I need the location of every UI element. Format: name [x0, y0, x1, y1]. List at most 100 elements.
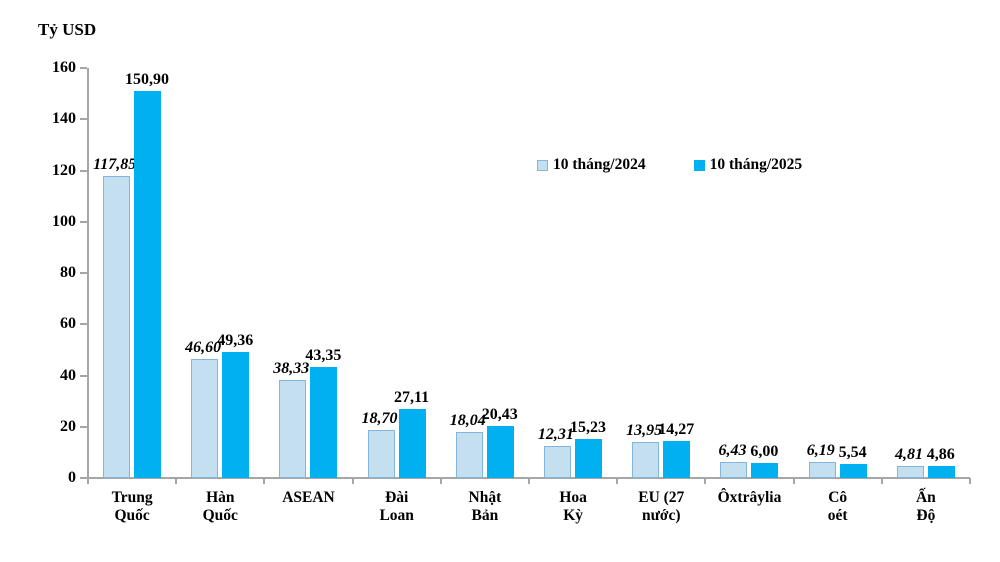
category-label-line: Nhật	[468, 489, 502, 506]
category-label-line: Trung	[111, 489, 153, 506]
bar-2025	[751, 462, 779, 478]
bar-2024	[544, 446, 571, 478]
value-label-2025: 6,00	[750, 442, 779, 460]
y-axis-tick	[80, 169, 87, 172]
category-label-line: oét	[827, 507, 848, 524]
x-axis-tick	[704, 478, 707, 484]
category-label: Ấn Độ	[876, 489, 976, 525]
value-label-2025: 43,35	[305, 346, 342, 364]
value-label-2025: 27,11	[394, 388, 430, 406]
category-label: Hoa Kỳ	[523, 489, 623, 525]
category-label-line: ASEAN	[282, 489, 335, 506]
bar-group: 6,43 6,00 Ôxtrâylia	[705, 68, 793, 562]
category-label-line: Kỳ	[563, 507, 583, 524]
category-label-line: Bản	[471, 507, 499, 524]
bar-2024	[103, 176, 130, 478]
bar-2024	[720, 461, 748, 478]
bar-group: 18,04 20,43 Nhật Bản	[441, 68, 529, 562]
category-label-line: Đài	[385, 489, 409, 506]
category-label-line: Hoa	[559, 489, 587, 506]
x-axis-tick	[616, 478, 619, 484]
bar-2024	[191, 358, 219, 478]
x-axis-tick	[792, 478, 795, 484]
value-label-2025: 14,27	[658, 421, 695, 439]
value-label-2024: 12,31	[537, 426, 574, 444]
category-label: Ôxtrâylia	[699, 489, 799, 507]
legend-label-2024: 10 tháng/2024	[553, 156, 646, 173]
category-label: Nhật Bản	[435, 489, 535, 525]
bar-2025	[398, 408, 426, 478]
bar-group: 46,60 49,36 Hàn Quốc	[176, 68, 264, 562]
value-label-2025: 20,43	[481, 405, 518, 423]
bar-2025	[839, 463, 867, 478]
x-axis-tick	[87, 478, 89, 484]
category-label-line: Ôxtrâylia	[717, 489, 782, 506]
y-axis-tick	[80, 67, 87, 69]
bar-2024	[455, 431, 483, 478]
category-label-line: Ấn	[915, 489, 936, 506]
legend-swatch-2024-icon	[537, 159, 548, 171]
y-axis-tick	[80, 323, 87, 326]
category-label: EU (27 nước)	[611, 489, 711, 525]
category-label-line: Cô	[828, 489, 848, 506]
category-label: Đài Loan	[347, 489, 447, 525]
y-axis-tick	[80, 272, 87, 274]
value-label-2024: 6,19	[806, 442, 835, 460]
category-label-line: Độ	[916, 507, 936, 524]
category-label: Hàn Quốc	[170, 489, 270, 525]
y-axis-tick-label: 100	[52, 212, 76, 230]
value-label-2024: 38,33	[273, 359, 310, 377]
value-label-2025: 15,23	[570, 418, 606, 436]
y-axis-tick	[80, 425, 87, 428]
value-label-2025: 5,54	[838, 443, 867, 461]
legend-item-2025: 10 tháng/2025	[693, 156, 803, 174]
legend-label-2025: 10 tháng/2025	[709, 156, 803, 173]
legend-item-2024: 10 tháng/2024	[537, 156, 646, 174]
value-label-2025: 150,90	[125, 71, 169, 89]
bar-group: 117,85 150,90 Trung Quốc	[88, 68, 176, 562]
y-axis-tick	[80, 220, 87, 223]
y-axis-tick-label: 60	[60, 315, 76, 333]
bar-2024	[808, 462, 836, 478]
x-axis-line	[81, 477, 970, 479]
category-label: ASEAN	[258, 489, 358, 507]
bar-2025	[486, 425, 514, 478]
value-label-2024: 4,81	[894, 445, 923, 463]
y-axis-tick-label: 0	[68, 469, 76, 486]
bar-group: 12,31 15,23 Hoa Kỳ	[529, 68, 617, 562]
y-axis-tick-label: 40	[60, 366, 76, 384]
x-axis-tick	[528, 478, 530, 484]
x-axis-tick	[880, 478, 883, 484]
category-label-line: Quốc	[202, 507, 238, 524]
category-label-line: Loan	[379, 507, 414, 524]
y-axis-tick	[80, 477, 87, 479]
y-axis-tick-label: 20	[60, 417, 76, 435]
bar-2025	[575, 438, 602, 478]
x-axis-tick	[969, 478, 971, 484]
bar-2025	[310, 366, 338, 478]
bar-group: 18,70 27,11 Đài Loan	[353, 68, 441, 562]
x-axis-tick	[175, 478, 178, 484]
y-axis-tick	[80, 374, 87, 377]
y-axis-tick-label: 140	[52, 110, 76, 128]
x-axis-tick	[263, 478, 266, 484]
y-axis-tick-label: 80	[60, 264, 76, 281]
category-label-line: Hàn	[206, 489, 235, 506]
bar-2025	[927, 465, 955, 478]
value-label-2024: 13,95	[626, 422, 663, 440]
bar-2024	[279, 379, 307, 478]
bar-group: 6,19 5,54 Cô oét	[794, 68, 882, 562]
category-label-line: nước)	[642, 507, 681, 524]
bar-2025	[663, 441, 691, 478]
bar-2025	[134, 91, 161, 478]
category-label: Trung Quốc	[82, 489, 182, 525]
value-label-2024: 46,60	[185, 338, 222, 356]
x-axis-tick	[439, 478, 442, 484]
bar-2025	[222, 351, 250, 478]
value-label-2024: 18,70	[361, 410, 398, 428]
category-label: Cô oét	[788, 489, 888, 525]
bar-group: 13,95 14,27 EU (27 nước)	[617, 68, 705, 562]
y-axis-unit-label: Tỷ USD	[38, 20, 97, 39]
y-axis-tick-label: 160	[52, 59, 76, 76]
